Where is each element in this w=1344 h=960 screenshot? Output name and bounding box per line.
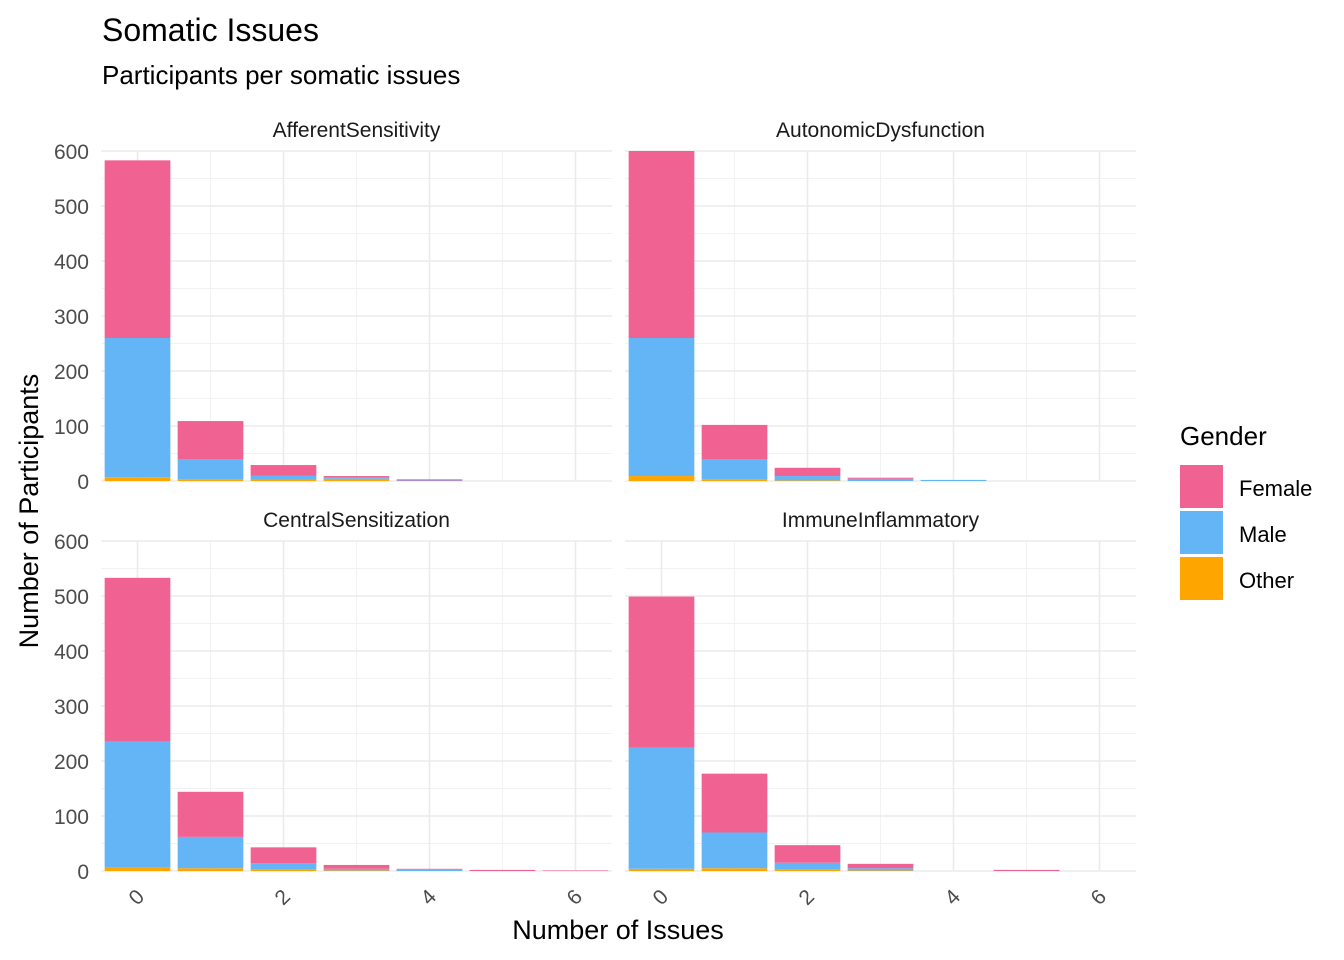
y-tick-label: 200: [54, 751, 89, 774]
bar-other: [847, 870, 914, 871]
y-tick-label: 600: [54, 141, 89, 164]
bar-female: [847, 863, 914, 869]
bar-male: [847, 868, 914, 871]
bar-female: [628, 596, 695, 748]
y-tick-label: 400: [54, 251, 89, 274]
facet-strip-label: CentralSensitization: [263, 509, 450, 532]
bar-other: [628, 868, 695, 871]
bar-other: [177, 479, 244, 481]
legend-swatch-other: [1180, 557, 1223, 600]
bar-male: [177, 836, 244, 869]
legend-title: Gender: [1180, 421, 1267, 451]
bar-female: [628, 151, 695, 338]
bar-female: [177, 791, 244, 837]
chart-title: Somatic Issues: [102, 12, 319, 48]
x-tick-label: 2: [795, 885, 820, 910]
bar-other: [628, 476, 695, 481]
facet-panel: CentralSensitization 0 100 200 300 400 500 600 0…: [54, 509, 612, 910]
bar-other: [774, 869, 841, 871]
x-axis-label: Number of Issues: [512, 915, 724, 945]
legend-label-male: Male: [1239, 522, 1287, 547]
y-tick-label: 500: [54, 586, 89, 609]
bar-male: [920, 479, 987, 481]
bar-male: [323, 868, 390, 871]
facet-panel: AfferentSensitivity 0 100 200 300 400 500 600: [54, 119, 612, 494]
bar-other: [774, 480, 841, 481]
legend: Gender Female Male Other: [1180, 421, 1312, 600]
bar-female: [396, 868, 463, 870]
facet-strip-label: AfferentSensitivity: [273, 119, 441, 142]
y-tick-label: 500: [54, 196, 89, 219]
bar-female: [104, 577, 171, 742]
bar-male: [323, 477, 390, 479]
y-tick-label: 0: [77, 471, 89, 494]
facet-panel: AutonomicDysfunction: [625, 119, 1136, 482]
bar-male: [250, 863, 317, 870]
facet-strip-label: AutonomicDysfunction: [776, 119, 985, 142]
bar-male: [250, 475, 317, 480]
x-tick-label: 6: [563, 885, 588, 910]
bar-female: [469, 869, 536, 871]
bar-female: [701, 773, 768, 833]
x-tick-label: 2: [271, 885, 296, 910]
bar-female: [774, 845, 841, 863]
y-axis-label: Number of Participants: [14, 374, 44, 649]
bar-female: [323, 864, 390, 869]
bar-female: [323, 476, 390, 478]
x-tick-label: 4: [417, 885, 442, 910]
legend-swatch-female: [1180, 465, 1223, 508]
facet-panels: AfferentSensitivity0100200300400500600Au…: [54, 119, 1136, 910]
bar-other: [701, 868, 768, 871]
bar-female: [542, 870, 609, 871]
y-tick-label: 0: [77, 861, 89, 884]
bar-other: [104, 477, 171, 481]
bar-female: [250, 465, 317, 476]
bar-other: [250, 869, 317, 871]
bar-male: [847, 478, 914, 481]
bar-other: [323, 870, 390, 871]
bar-male: [104, 741, 171, 868]
bar-female: [993, 869, 1060, 871]
facet-panel: ImmuneInflammatory 0 2 4 6: [625, 509, 1136, 910]
bar-female: [774, 467, 841, 477]
bar-other: [701, 479, 768, 481]
bar-other: [323, 478, 390, 481]
x-tick-label: 0: [125, 885, 150, 910]
chart-subtitle: Participants per somatic issues: [102, 60, 460, 90]
y-tick-label: 100: [54, 806, 89, 829]
bar-male: [628, 338, 695, 477]
bar-female: [104, 160, 171, 338]
bar-other: [104, 867, 171, 871]
bar-male: [628, 747, 695, 869]
y-tick-label: 300: [54, 696, 89, 719]
x-tick-label: 4: [941, 885, 966, 910]
bar-male: [104, 338, 171, 478]
bar-male: [701, 832, 768, 869]
y-tick-label: 300: [54, 306, 89, 329]
bar-male: [396, 869, 463, 871]
y-tick-label: 100: [54, 416, 89, 439]
bar-female: [701, 424, 768, 459]
x-tick-label: 0: [649, 885, 674, 910]
bar-female: [177, 421, 244, 459]
legend-swatch-male: [1180, 511, 1223, 554]
y-tick-label: 200: [54, 361, 89, 384]
bar-other: [250, 479, 317, 481]
y-tick-label: 400: [54, 641, 89, 664]
bar-female: [847, 477, 914, 479]
x-tick-label: 6: [1087, 885, 1112, 910]
legend-label-female: Female: [1239, 476, 1312, 501]
bar-male: [774, 476, 841, 481]
bar-female: [250, 847, 317, 864]
legend-label-other: Other: [1239, 568, 1294, 593]
bar-male: [774, 862, 841, 870]
y-tick-label: 600: [54, 531, 89, 554]
facet-strip-label: ImmuneInflammatory: [782, 509, 980, 532]
bar-male: [396, 480, 463, 481]
bar-other: [177, 868, 244, 871]
bar-male: [177, 459, 244, 480]
bar-female: [396, 479, 463, 481]
bar-male: [701, 459, 768, 480]
